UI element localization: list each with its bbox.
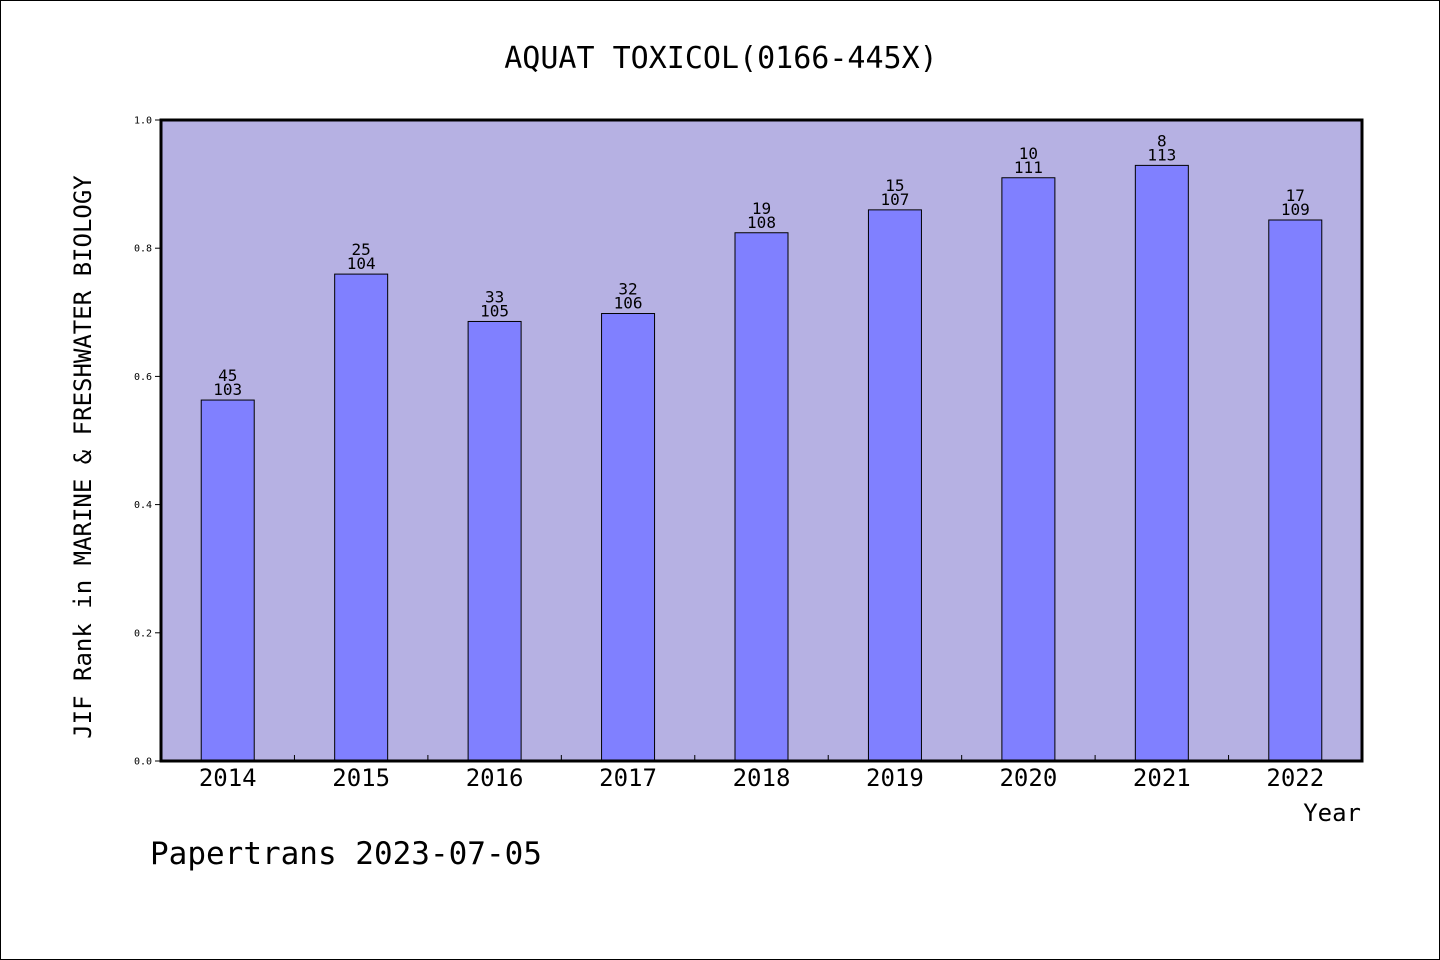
- x-tick-label: 2022: [1266, 764, 1324, 792]
- bar-total-label: 103: [213, 380, 242, 399]
- bar-rank-label: 45: [218, 366, 237, 385]
- bar-rank-label: 25: [352, 240, 371, 259]
- bar-total-label: 104: [347, 254, 376, 273]
- bar-2022: [1268, 219, 1323, 762]
- x-tick-label: 2019: [866, 764, 924, 792]
- x-tick-label: 2014: [199, 764, 257, 792]
- bar-rank-label: 8: [1157, 131, 1167, 150]
- bar-2020: [1001, 177, 1056, 762]
- bar-total-label: 113: [1147, 145, 1176, 164]
- x-tick-label: 2015: [332, 764, 390, 792]
- y-tick-label: 0.0: [134, 757, 152, 768]
- plot-border: [159, 118, 1364, 763]
- bar-2019: [867, 209, 922, 762]
- bar-2016: [467, 320, 522, 762]
- x-tick-label: 2016: [466, 764, 524, 792]
- x-tick-label: 2018: [733, 764, 791, 792]
- y-tick-label: 0.2: [134, 628, 152, 639]
- bar-2015: [334, 273, 389, 762]
- x-tick-label: 2021: [1133, 764, 1191, 792]
- bar-2014: [200, 399, 255, 762]
- bar-total-label: 106: [614, 294, 643, 313]
- bar-total-label: 107: [880, 190, 909, 209]
- y-axis-label: JIF Rank in MARINE & FRESHWATER BIOLOGY: [69, 175, 97, 739]
- footer-text: Papertrans 2023-07-05: [150, 836, 542, 872]
- y-tick-label: 0.8: [134, 244, 152, 255]
- y-tick-label: 0.6: [134, 372, 152, 383]
- y-tick-label: 1.0: [134, 116, 152, 127]
- chart-title: AQUAT TOXICOL(0166-445X): [504, 41, 937, 76]
- y-tick-label: 0.4: [134, 500, 152, 511]
- y-axis-ticks: 0.0 0.2 0.4 0.6 0.8 1.0: [134, 116, 161, 768]
- bar-2021: [1134, 164, 1189, 762]
- x-tick-label: 2020: [999, 764, 1057, 792]
- bar-2018: [734, 232, 789, 762]
- bar-rank-label: 33: [485, 287, 504, 306]
- x-tick-label: 2017: [599, 764, 657, 792]
- bar-total-label: 109: [1281, 200, 1310, 219]
- bar-rank-label: 32: [618, 280, 637, 299]
- bar-total-label: 111: [1014, 158, 1043, 177]
- bar-total-label: 108: [747, 213, 776, 232]
- bar-rank-label: 15: [885, 176, 904, 195]
- bar-total-label: 105: [480, 301, 509, 320]
- x-axis-label: Year: [1303, 799, 1361, 827]
- x-axis-tick-labels: 2014 2015 2016 2017 2018 2019 2020 2021 2022: [199, 764, 1324, 792]
- bar-2017: [601, 313, 656, 762]
- bar-rank-label: 19: [752, 199, 771, 218]
- bars: [200, 164, 1323, 762]
- bar-rank-label: 10: [1019, 144, 1038, 163]
- bar-rank-label: 17: [1286, 186, 1305, 205]
